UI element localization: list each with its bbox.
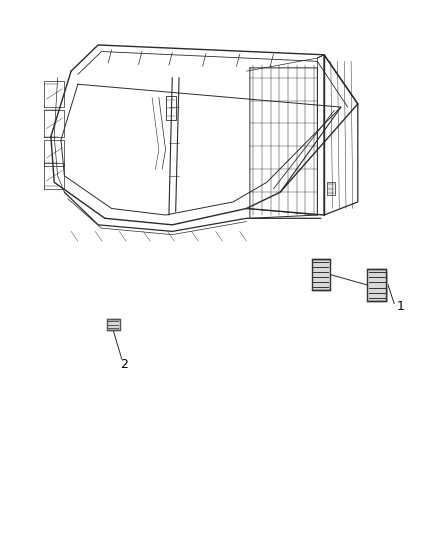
FancyBboxPatch shape <box>328 182 335 196</box>
FancyBboxPatch shape <box>166 96 177 120</box>
FancyBboxPatch shape <box>313 261 331 292</box>
Text: 1: 1 <box>397 300 405 312</box>
FancyBboxPatch shape <box>369 271 388 302</box>
FancyBboxPatch shape <box>108 321 121 332</box>
FancyBboxPatch shape <box>106 319 120 330</box>
FancyBboxPatch shape <box>367 269 386 301</box>
Text: 2: 2 <box>120 358 128 370</box>
FancyBboxPatch shape <box>311 259 330 290</box>
